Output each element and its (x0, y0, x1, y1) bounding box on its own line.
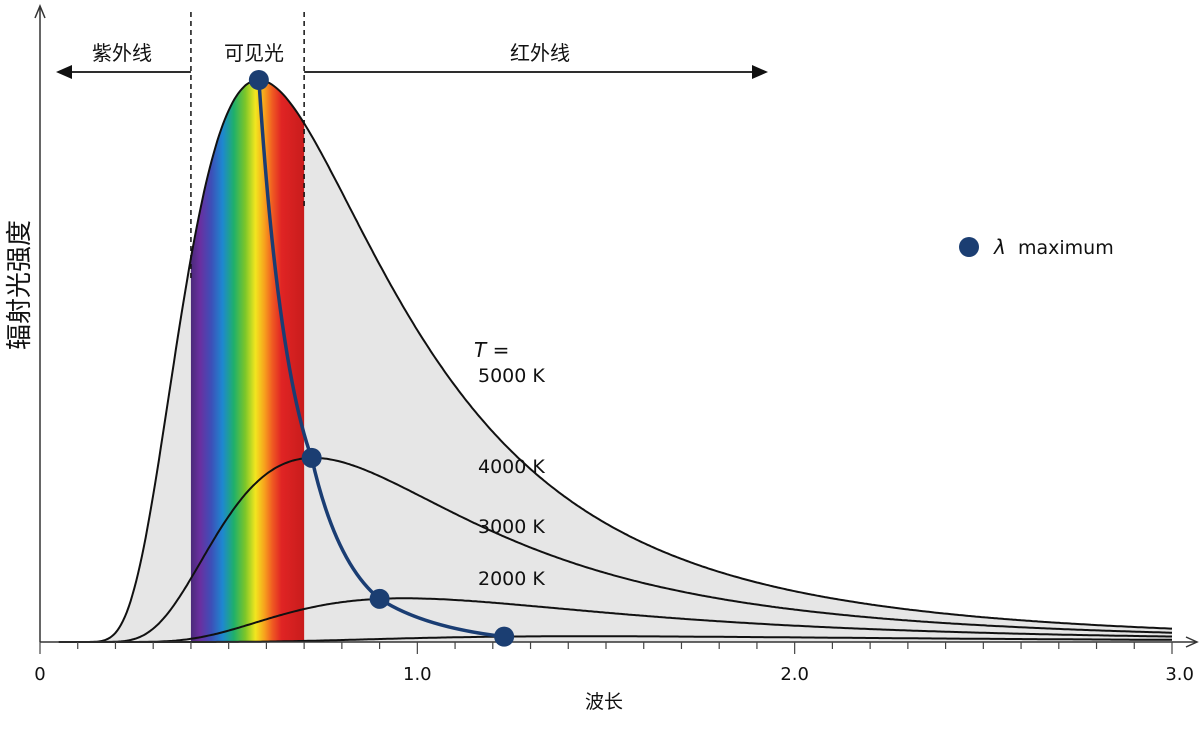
lambda-max-path (257, 79, 505, 639)
curve-3000k (58, 597, 1172, 643)
legend-label: maximum (1018, 237, 1114, 259)
x-axis-label: 波长 (585, 691, 623, 713)
x-tick-label: 0 (34, 664, 45, 685)
curve-label-2000k: 2000 K (478, 568, 545, 590)
curve-label-5000k: 5000 K (478, 365, 545, 387)
labels-layer: T = 5000 K 4000 K 3000 K 2000 K λ maximum (474, 235, 1114, 590)
temperature-prefix: T = (474, 338, 509, 362)
curve-label-4000k: 4000 K (478, 456, 545, 478)
lambda-max-point-2000k (494, 626, 515, 647)
visible-spectrum-layer (190, 80, 305, 642)
lambda-max-layer (248, 70, 515, 647)
ir-label: 红外线 (510, 41, 570, 65)
curve-5000k (58, 78, 1172, 643)
lambda-max-point-3000k (369, 588, 390, 609)
curve-4000k (58, 456, 1172, 643)
uv-label: 紫外线 (92, 41, 152, 65)
y-axis-label: 辐射光强度 (5, 220, 35, 350)
lambda-max-point-5000k (248, 70, 269, 91)
legend-symbol: λ (993, 235, 1006, 259)
x-tick-label: 1.0 (403, 664, 432, 685)
uv-arrowhead (56, 65, 72, 79)
x-tick-label: 2.0 (780, 664, 809, 685)
lambda-max-point-4000k (301, 447, 322, 468)
band-layer: 紫外线 可见光 红外线 (56, 12, 768, 282)
area-fill-layer (58, 80, 1172, 642)
y-axis-arrow (34, 4, 46, 19)
visible-label: 可见光 (224, 41, 284, 65)
visible-spectrum-band (190, 80, 305, 642)
x-axis-arrow (1185, 636, 1199, 648)
curve-label-3000k: 3000 K (478, 516, 545, 538)
legend-marker (959, 237, 979, 257)
visible-spectrum (190, 80, 305, 642)
ir-arrowhead (752, 65, 768, 79)
x-tick-label: 3.0 (1165, 664, 1194, 685)
axes-layer: 0 1.0 2.0 3.0 波长 辐射光强度 (5, 4, 1199, 713)
area-under-curve (58, 80, 1172, 642)
